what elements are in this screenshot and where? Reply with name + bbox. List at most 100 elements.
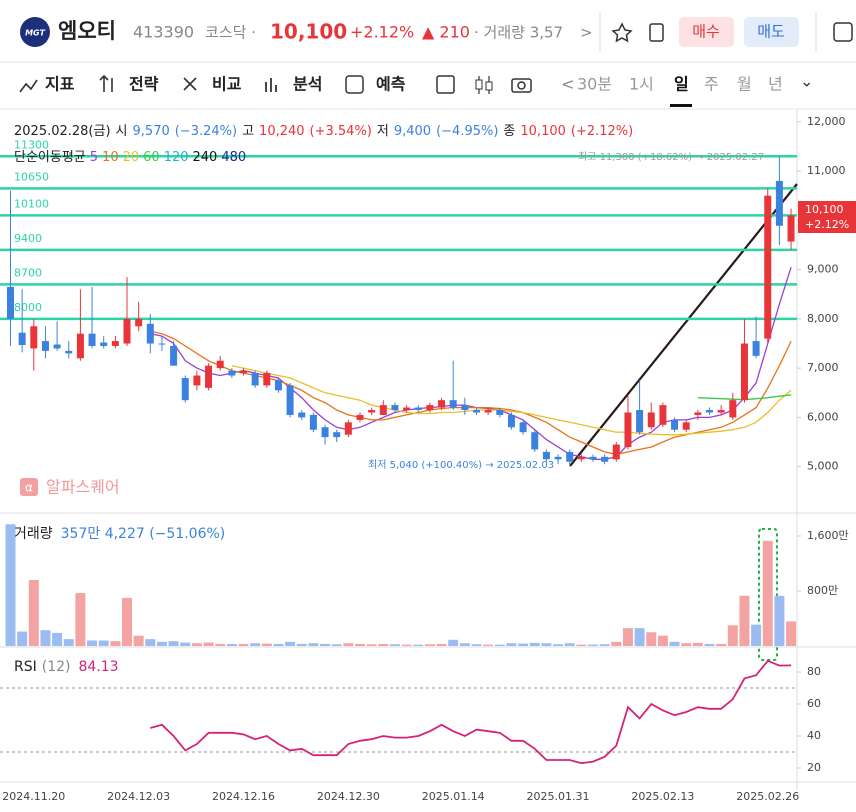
candle-body: [88, 333, 96, 346]
candle-body: [170, 345, 178, 366]
volume-bar: [459, 643, 470, 646]
volume-bar: [518, 643, 529, 646]
level-label: 8700: [14, 266, 42, 279]
period[interactable]: 30분: [577, 75, 612, 94]
candle-body: [449, 400, 457, 408]
indicator-icon[interactable]: [19, 79, 38, 93]
tool-label[interactable]: 예측: [376, 75, 406, 94]
volume-bar: [261, 643, 272, 646]
y-tick-label: 80: [807, 665, 821, 678]
level-label: 11300: [14, 138, 49, 151]
ohlc-item: 종: [503, 124, 515, 139]
tool-label[interactable]: 비교: [212, 75, 242, 94]
y-tick-label: 11,000: [807, 164, 846, 177]
candle-body: [647, 412, 655, 428]
candle-body: [787, 215, 795, 242]
volume-bar: [657, 635, 668, 646]
candle-body: [181, 378, 189, 401]
candle-icon-body: [475, 79, 483, 90]
candle-body: [717, 410, 725, 413]
change-pct: +2.12%: [350, 23, 414, 42]
x-tick-label: 2024.12.03: [107, 790, 170, 803]
period[interactable]: 년: [768, 75, 783, 94]
volume-bar: [215, 643, 226, 646]
favorite-icon[interactable]: [611, 22, 633, 43]
volume-bar: [355, 643, 365, 646]
watermark: 알파스퀘어: [46, 478, 120, 497]
high-annotation: 최고 11,300 (+18.62%) → 2025.02.27: [578, 151, 764, 163]
trend-line: [569, 183, 798, 467]
volume-bar: [716, 643, 727, 646]
volume-bar: [343, 643, 354, 646]
more[interactable]: >: [580, 24, 593, 42]
y-tick-label: 1,600만: [807, 529, 849, 542]
candle-body: [356, 414, 364, 420]
level-label: 10100: [14, 197, 49, 210]
market: 코스닥 ·: [205, 24, 256, 42]
prev-button[interactable]: <: [561, 75, 574, 94]
volume-bar: [634, 628, 645, 646]
analysis-icon[interactable]: [265, 78, 277, 92]
candle-body: [612, 444, 620, 460]
candle-body: [216, 360, 224, 369]
x-tick-label: 2024.12.30: [317, 790, 380, 803]
candle-body: [228, 370, 236, 376]
strategy-icon[interactable]: [99, 74, 113, 92]
candle-body: [41, 341, 49, 351]
volume-bar: [669, 641, 680, 646]
y-tick-label: 800만: [807, 584, 838, 597]
logo-text: MGT: [25, 29, 45, 38]
volume-title-text: 거래량: [14, 526, 53, 542]
candle-body: [542, 451, 550, 460]
buy-button[interactable]: [679, 17, 734, 47]
tool-label[interactable]: 전략: [129, 75, 159, 94]
candle-body: [321, 427, 329, 438]
sell-button[interactable]: [744, 17, 799, 47]
candle-body: [205, 365, 213, 388]
tool-label[interactable]: 지표: [45, 75, 75, 94]
candle-body: [263, 373, 271, 386]
memo-icon[interactable]: [649, 23, 664, 42]
period[interactable]: 월: [737, 75, 752, 94]
draw-icon[interactable]: [436, 75, 455, 94]
ma-legend-title: 단순이동평균: [14, 150, 86, 165]
y-tick-label: 40: [807, 729, 821, 742]
y-tick-label: 5,000: [807, 460, 839, 473]
stock-name: 엠오티: [58, 19, 116, 43]
candle-body: [426, 405, 434, 411]
candle-body: [403, 407, 411, 411]
candle-body: [7, 286, 14, 319]
candle-body: [589, 456, 597, 460]
period[interactable]: 주: [704, 75, 719, 94]
candle-body: [391, 405, 399, 411]
period[interactable]: 1시: [629, 75, 654, 94]
camera-icon[interactable]: [511, 78, 532, 93]
candle-body: [298, 412, 306, 418]
rsi-title: RSI (12) 84.13: [14, 659, 119, 675]
candle-body: [636, 410, 644, 433]
candle-body: [461, 405, 469, 411]
volume-bar: [168, 641, 179, 646]
tool-label[interactable]: 분석: [293, 75, 322, 94]
volume-bar: [553, 644, 564, 646]
candle-body: [496, 410, 504, 415]
candle-body: [333, 432, 341, 438]
period[interactable]: 일: [674, 75, 689, 94]
period-dropdown[interactable]: ⌄: [800, 72, 813, 91]
volume-bar: [203, 642, 214, 646]
rsi-value: 84.13: [79, 659, 119, 675]
volume-bar: [401, 644, 412, 646]
camera-lens: [517, 81, 526, 90]
ohlc-info: 2025.02.28(금) 시 9,570 (−3.24%) 고 10,240 (+3.54…: [14, 124, 633, 139]
volume-bar: [483, 644, 494, 646]
compare-icon[interactable]: [183, 77, 197, 91]
candle-body: [484, 410, 492, 413]
panel-icon[interactable]: [833, 22, 853, 42]
y-tick-label: 60: [807, 697, 821, 710]
x-tick-label: 2024.11.20: [2, 790, 65, 803]
ma-legend-item: 10: [102, 150, 119, 165]
y-tick-label: 9,000: [807, 263, 839, 276]
ohlc-item: 저: [377, 124, 389, 139]
forecast-icon[interactable]: [345, 75, 364, 94]
candle-body: [100, 342, 108, 346]
